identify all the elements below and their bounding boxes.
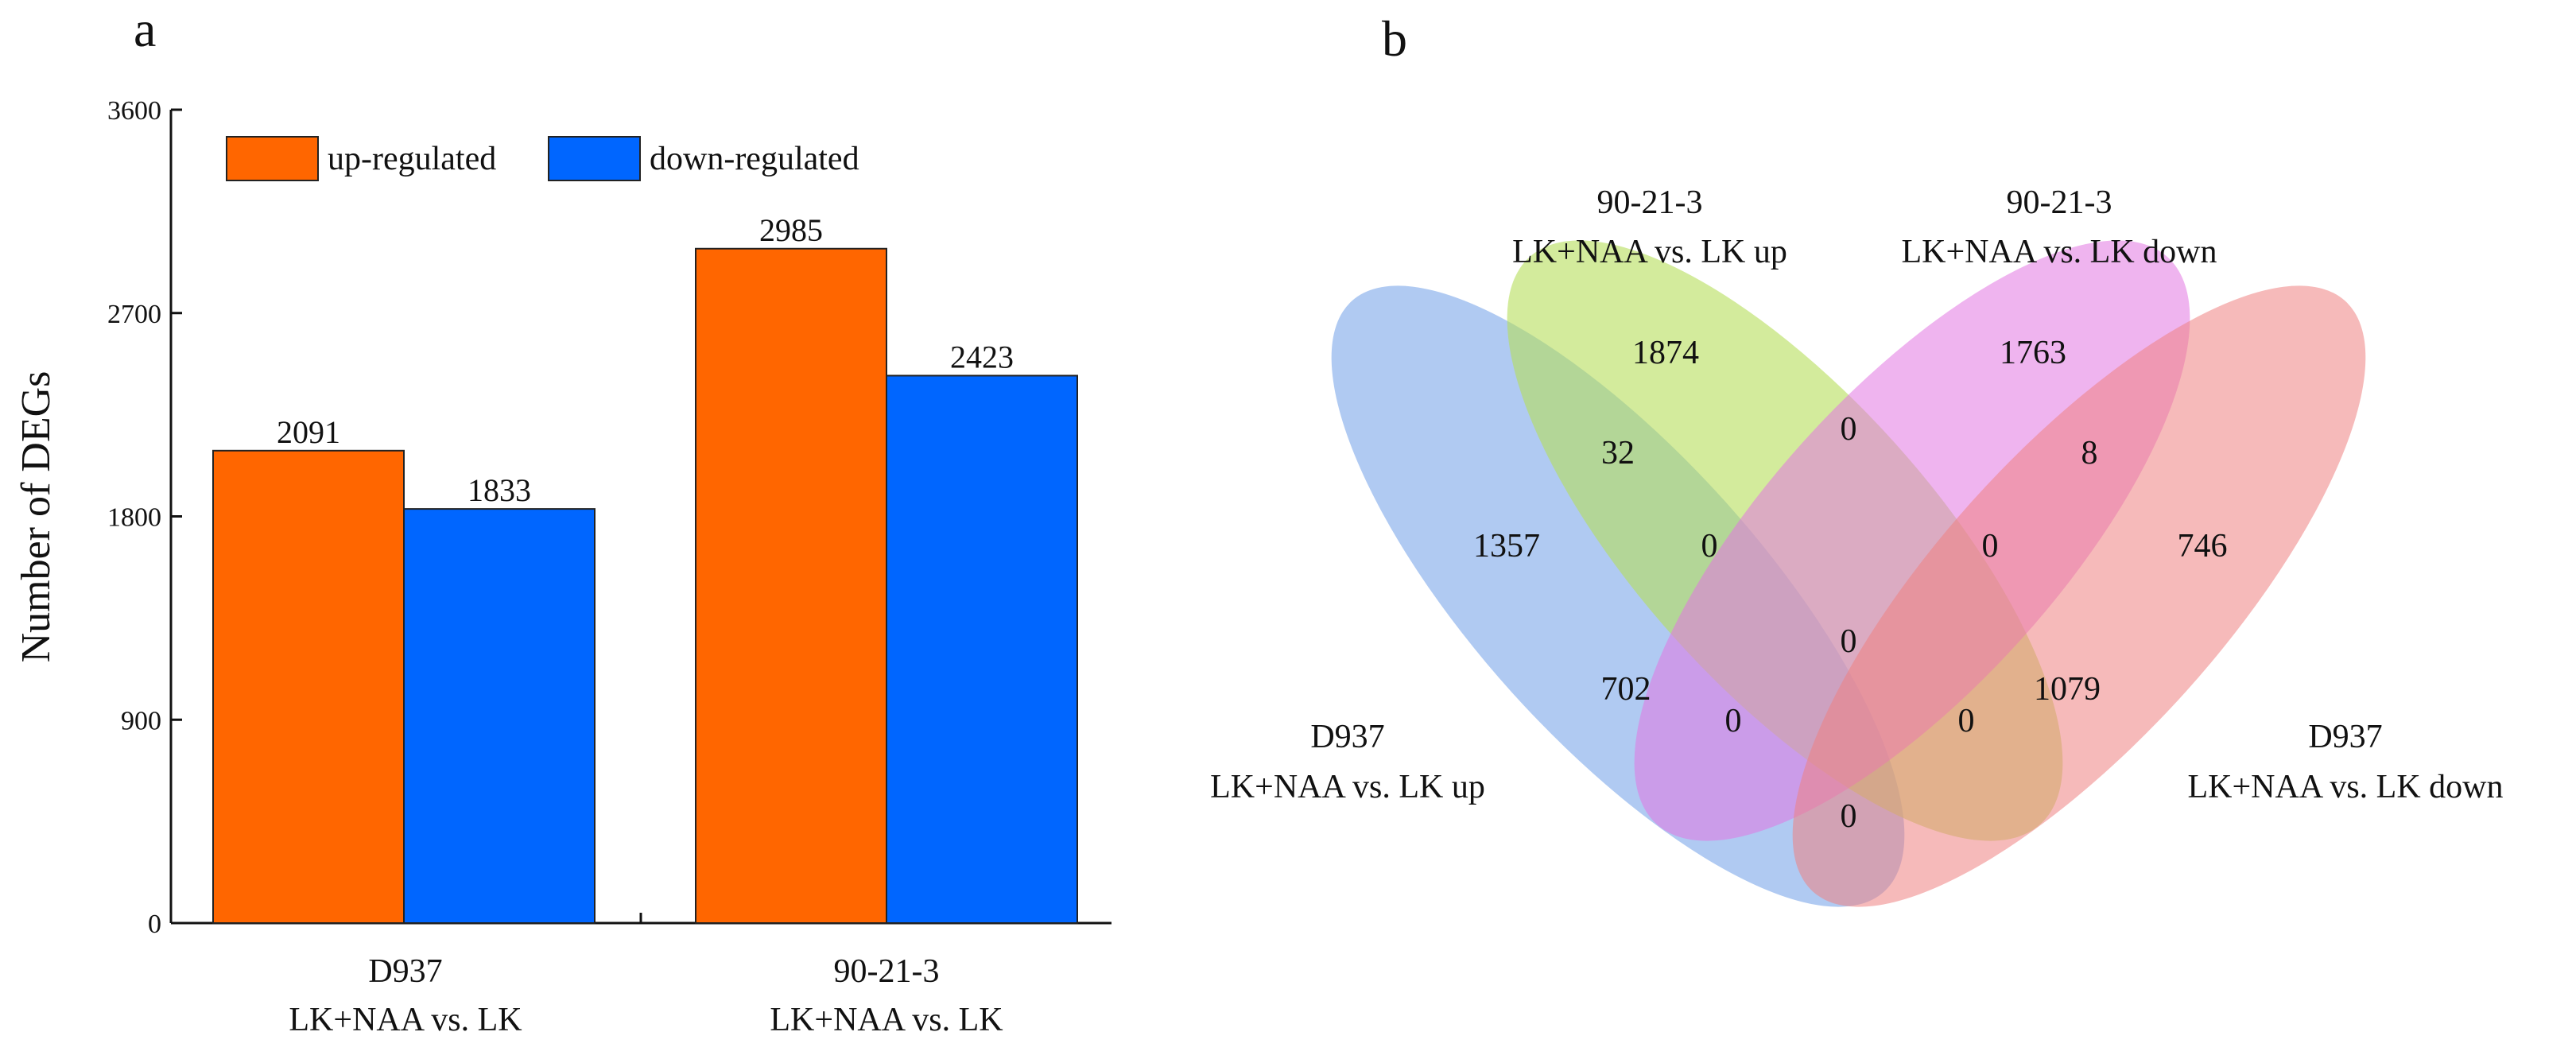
category-label-line2: LK+NAA vs. LK	[770, 1002, 1003, 1038]
region-c-only: 1763	[2000, 335, 2066, 371]
venn-region-counts: 1357 1874 1763 746 32 0 8 0 0 0 702 1079…	[1473, 335, 2228, 835]
region-bd: 1079	[2034, 671, 2101, 708]
panel-a-label: a	[134, 1, 156, 57]
panel-b-label: b	[1382, 10, 1407, 67]
bar-value-label: 2423	[950, 339, 1014, 374]
legend-swatch-down	[548, 136, 641, 181]
y-tick-label: 3600	[107, 96, 161, 126]
region-b-only: 1874	[1632, 335, 1699, 371]
bar-up-1	[695, 247, 887, 924]
venn-set-labels: 90-21-3 LK+NAA vs. LK up 90-21-3 LK+NAA …	[1210, 184, 2503, 805]
venn-panel: b 90-21-3 LK+NAA vs. LK up 90-21-3 LK+NA…	[1210, 10, 2504, 907]
bar-value-label: 2091	[277, 414, 340, 450]
region-a-only: 1357	[1473, 528, 1540, 564]
category-label-line1: D937	[368, 953, 442, 990]
bar-up-0	[212, 449, 405, 924]
venn-set-d-ellipse	[1792, 285, 2366, 907]
category-label-line2: LK+NAA vs. LK	[289, 1002, 522, 1038]
set-b-label-line2: LK+NAA vs. LK up	[1512, 234, 1787, 270]
venn-set-c-ellipse	[1634, 240, 2190, 841]
category-label-line1: 90-21-3	[834, 953, 940, 990]
legend-label-up: up-regulated	[328, 141, 496, 177]
y-ticks: 0 900 1800 2700 3600	[107, 96, 182, 939]
region-ac: 702	[1601, 671, 1651, 708]
region-bc: 0	[1841, 411, 1857, 448]
category-labels: D937 LK+NAA vs. LK 90-21-3 LK+NAA vs. LK	[289, 953, 1003, 1038]
legend-label-down: down-regulated	[650, 141, 859, 177]
set-c-label-line2: LK+NAA vs. LK down	[1901, 234, 2217, 270]
set-c-label-line1: 90-21-3	[2007, 184, 2112, 221]
y-axis-label: Number of DEGs	[14, 371, 59, 663]
region-ad: 0	[1841, 798, 1857, 835]
region-cd: 8	[2081, 435, 2098, 471]
bar-down-1	[886, 374, 1078, 924]
region-abcd: 0	[1841, 623, 1857, 660]
region-d-only: 746	[2178, 528, 2228, 564]
bar-value-labels: 2091 1833 2985 2423	[277, 212, 1014, 508]
y-tick-label: 1800	[107, 503, 161, 533]
region-bcd: 0	[1982, 528, 1999, 564]
bars	[212, 247, 1078, 924]
set-a-label-line2: LK+NAA vs. LK up	[1210, 769, 1485, 805]
venn-ellipses	[1331, 240, 2366, 907]
region-abc: 0	[1701, 528, 1718, 564]
legend-swatch-up	[226, 136, 319, 181]
region-acd: 0	[1725, 703, 1742, 739]
legend: up-regulated down-regulated	[226, 136, 859, 181]
region-abd: 0	[1958, 703, 1975, 739]
bar-chart-panel: a 0 900 1800 2700 3600 Number of DEGs 2091 18…	[14, 1, 1111, 1038]
set-a-label-line1: D937	[1310, 719, 1384, 755]
set-d-label-line1: D937	[2308, 719, 2382, 755]
set-b-label-line1: 90-21-3	[1597, 184, 1703, 221]
bar-down-0	[403, 508, 596, 924]
y-tick-label: 0	[148, 910, 161, 939]
set-d-label-line2: LK+NAA vs. LK down	[2187, 769, 2503, 805]
bar-value-label: 2985	[759, 212, 823, 248]
bar-value-label: 1833	[467, 472, 531, 508]
y-tick-label: 2700	[107, 300, 161, 329]
y-tick-label: 900	[121, 706, 161, 735]
region-ab: 32	[1601, 435, 1635, 471]
